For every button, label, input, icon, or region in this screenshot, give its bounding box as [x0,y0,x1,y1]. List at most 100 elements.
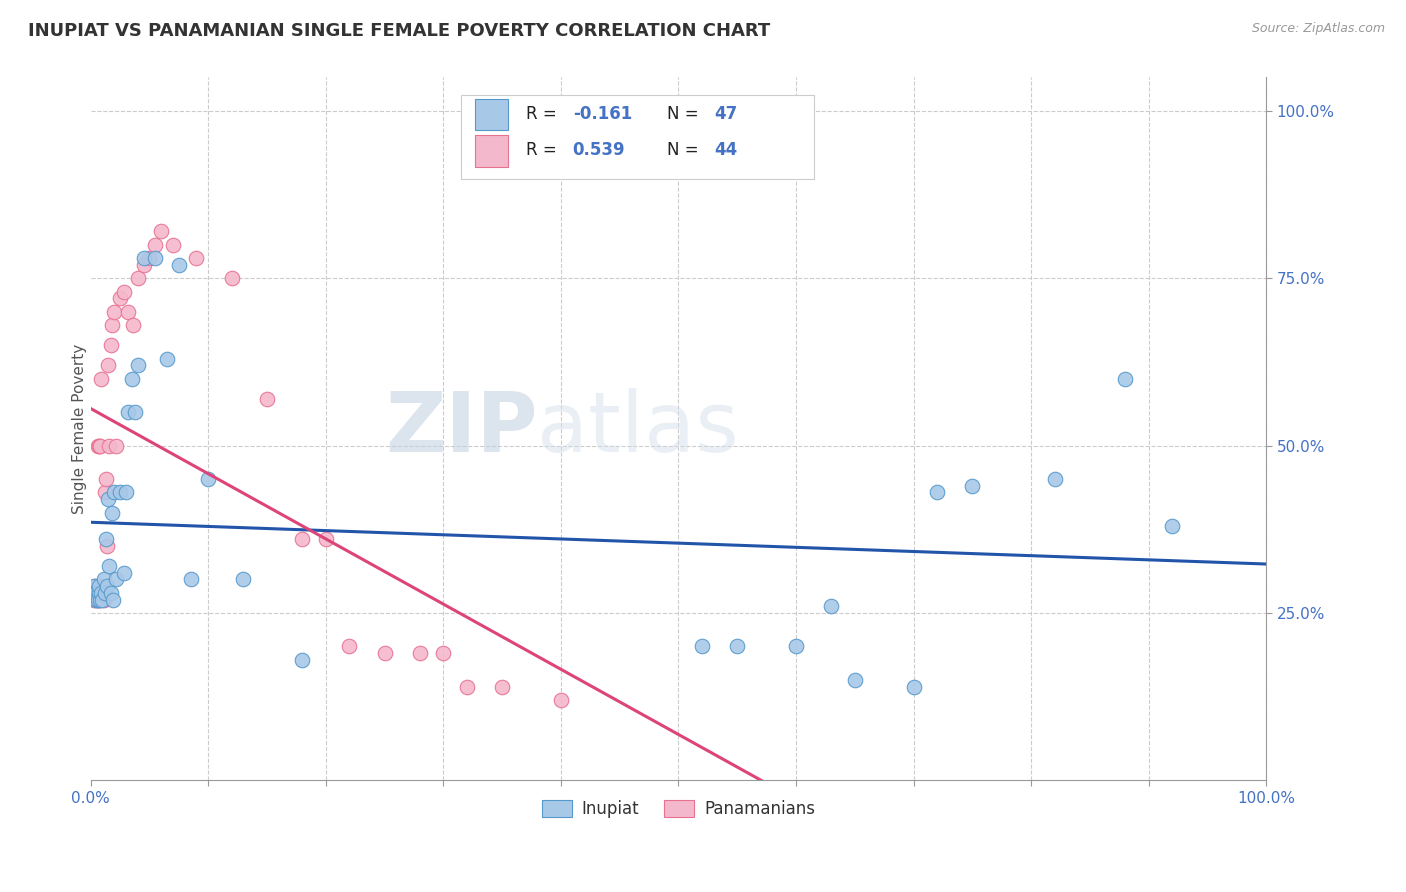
Point [156,351,179,366]
Point [83,579,105,593]
Text: 47: 47 [714,104,737,122]
Text: R =: R = [526,104,561,122]
Point [962,479,984,493]
Point [90,372,112,386]
Text: -0.161: -0.161 [572,104,631,122]
Point [117,405,139,419]
Point [785,640,807,654]
Point [127,271,149,285]
Point [93,485,115,500]
Point [86,586,108,600]
Point [105,439,128,453]
FancyBboxPatch shape [475,99,508,130]
Point [186,251,208,265]
Point [138,251,160,265]
Point [162,237,184,252]
Point [101,318,124,332]
Point [337,640,360,654]
Point [91,592,114,607]
Point [94,472,117,486]
Point [87,439,110,453]
Point [86,592,108,607]
Point [93,586,115,600]
Point [98,559,121,574]
Point [103,485,125,500]
Text: atlas: atlas [537,388,740,469]
Point [108,291,131,305]
Point [315,533,337,547]
Point [97,359,120,373]
Point [291,653,314,667]
Point [132,258,155,272]
Point [1161,519,1184,533]
Point [105,573,128,587]
Point [98,439,121,453]
Point [93,573,115,587]
Legend: Inupiat, Panamanians: Inupiat, Panamanians [536,793,823,825]
Point [115,485,138,500]
Point [1114,372,1136,386]
Point [89,592,111,607]
Point [374,646,396,660]
Point [91,586,114,600]
Point [432,646,454,660]
Point [456,680,478,694]
Point [844,673,866,687]
Point [86,586,108,600]
Point [100,586,122,600]
Point [87,579,110,593]
Point [87,586,110,600]
Point [117,304,139,318]
Text: N =: N = [666,141,703,159]
Point [96,579,118,593]
Point [82,586,104,600]
Point [97,492,120,507]
Point [86,592,108,607]
Point [820,599,842,614]
Point [180,573,202,587]
Point [100,338,122,352]
Point [256,392,278,406]
Point [101,592,124,607]
Point [550,693,572,707]
Point [94,533,117,547]
Point [221,271,243,285]
Point [143,251,166,265]
FancyBboxPatch shape [475,135,508,167]
Point [725,640,748,654]
Point [690,640,713,654]
Point [86,592,108,607]
FancyBboxPatch shape [461,95,814,179]
Point [409,646,432,660]
Text: 44: 44 [714,141,737,159]
Point [124,405,146,419]
Y-axis label: Single Female Poverty: Single Female Poverty [72,343,87,514]
Point [83,592,105,607]
Point [112,566,135,580]
Point [122,318,145,332]
Text: 0.539: 0.539 [572,141,626,159]
Text: ZIP: ZIP [385,388,537,469]
Point [491,680,513,694]
Point [927,485,949,500]
Point [89,439,111,453]
Point [108,485,131,500]
Point [1043,472,1066,486]
Point [232,573,254,587]
Point [150,224,173,238]
Point [101,506,124,520]
Point [86,439,108,453]
Point [84,579,107,593]
Point [84,586,107,600]
Point [167,258,190,272]
Point [127,359,149,373]
Point [197,472,219,486]
Point [112,285,135,299]
Point [143,237,166,252]
Point [903,680,925,694]
Text: N =: N = [666,104,703,122]
Point [291,533,314,547]
Point [87,592,110,607]
Text: INUPIAT VS PANAMANIAN SINGLE FEMALE POVERTY CORRELATION CHART: INUPIAT VS PANAMANIAN SINGLE FEMALE POVE… [28,22,770,40]
Point [96,539,118,553]
